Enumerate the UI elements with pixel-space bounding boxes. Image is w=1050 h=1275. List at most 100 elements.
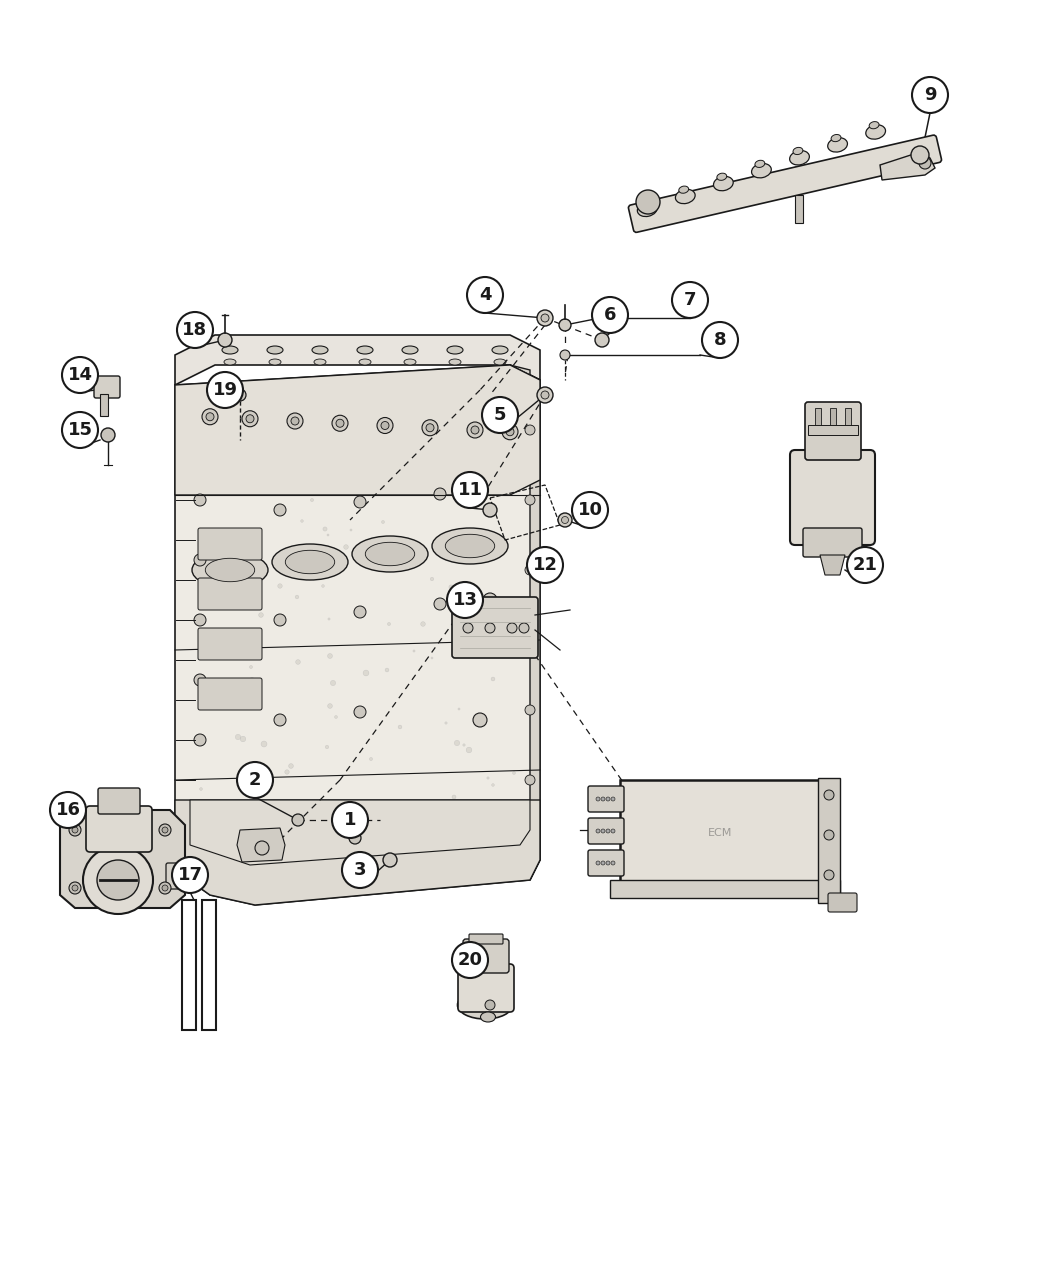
FancyBboxPatch shape: [818, 778, 840, 903]
Circle shape: [159, 882, 171, 894]
FancyBboxPatch shape: [198, 629, 262, 660]
Circle shape: [278, 817, 281, 820]
Circle shape: [439, 482, 445, 488]
Circle shape: [611, 861, 615, 864]
Text: ECM: ECM: [708, 827, 732, 838]
Circle shape: [472, 713, 487, 727]
Circle shape: [462, 829, 464, 831]
Circle shape: [311, 499, 314, 501]
Circle shape: [445, 722, 447, 724]
FancyBboxPatch shape: [805, 402, 861, 460]
Circle shape: [237, 553, 243, 558]
FancyBboxPatch shape: [795, 195, 803, 223]
Ellipse shape: [717, 173, 727, 180]
Circle shape: [377, 417, 393, 434]
Circle shape: [194, 615, 206, 626]
Circle shape: [398, 725, 402, 729]
Circle shape: [274, 615, 286, 626]
Text: 21: 21: [853, 556, 878, 574]
Circle shape: [465, 839, 467, 842]
Circle shape: [383, 853, 397, 867]
Ellipse shape: [637, 203, 657, 217]
Circle shape: [50, 792, 86, 827]
Circle shape: [482, 397, 518, 434]
Circle shape: [505, 815, 509, 817]
Text: 15: 15: [67, 421, 92, 439]
Text: 3: 3: [354, 861, 366, 878]
Ellipse shape: [790, 150, 810, 164]
Circle shape: [601, 797, 605, 801]
Polygon shape: [808, 425, 858, 435]
Circle shape: [323, 527, 327, 532]
Circle shape: [261, 741, 267, 747]
Circle shape: [252, 641, 256, 645]
Circle shape: [611, 829, 615, 833]
Ellipse shape: [352, 536, 428, 572]
Circle shape: [481, 844, 483, 847]
Circle shape: [483, 504, 497, 516]
Text: 8: 8: [714, 332, 727, 349]
Circle shape: [295, 595, 299, 599]
Circle shape: [601, 861, 605, 864]
Circle shape: [101, 428, 116, 442]
Text: 5: 5: [494, 405, 506, 425]
FancyBboxPatch shape: [610, 880, 840, 898]
Circle shape: [463, 743, 465, 746]
Circle shape: [560, 351, 570, 360]
Circle shape: [824, 870, 834, 880]
Ellipse shape: [675, 189, 695, 204]
Circle shape: [601, 829, 605, 833]
FancyBboxPatch shape: [830, 408, 836, 426]
Circle shape: [485, 623, 495, 632]
FancyBboxPatch shape: [620, 780, 825, 885]
Circle shape: [537, 310, 553, 326]
Circle shape: [300, 520, 303, 523]
Circle shape: [387, 622, 391, 626]
Circle shape: [348, 811, 353, 817]
Polygon shape: [175, 365, 540, 905]
Circle shape: [258, 613, 264, 617]
Circle shape: [919, 157, 931, 170]
Circle shape: [419, 803, 423, 808]
Circle shape: [427, 437, 433, 442]
Ellipse shape: [272, 544, 348, 580]
Circle shape: [413, 650, 415, 652]
Ellipse shape: [866, 125, 885, 139]
Circle shape: [422, 419, 438, 436]
Circle shape: [596, 829, 600, 833]
Polygon shape: [175, 365, 540, 495]
Circle shape: [230, 445, 234, 449]
Circle shape: [328, 618, 330, 620]
Circle shape: [296, 659, 300, 664]
Circle shape: [162, 827, 168, 833]
Circle shape: [332, 416, 348, 431]
FancyBboxPatch shape: [98, 788, 140, 813]
Ellipse shape: [755, 161, 764, 167]
Circle shape: [332, 802, 368, 838]
Circle shape: [562, 516, 568, 524]
Circle shape: [452, 942, 488, 978]
Ellipse shape: [224, 360, 236, 365]
Ellipse shape: [827, 138, 847, 152]
Circle shape: [69, 882, 81, 894]
Ellipse shape: [793, 148, 803, 154]
Text: 16: 16: [56, 801, 81, 819]
Circle shape: [458, 708, 460, 710]
Circle shape: [595, 333, 609, 347]
Circle shape: [235, 734, 240, 740]
Ellipse shape: [449, 360, 461, 365]
Circle shape: [606, 861, 610, 864]
FancyBboxPatch shape: [86, 806, 152, 852]
Circle shape: [911, 147, 929, 164]
Circle shape: [506, 427, 514, 436]
Circle shape: [375, 459, 381, 465]
Circle shape: [354, 606, 366, 618]
Ellipse shape: [206, 558, 255, 581]
Ellipse shape: [314, 360, 326, 365]
Circle shape: [487, 776, 489, 779]
Circle shape: [434, 598, 446, 609]
Circle shape: [483, 593, 497, 607]
Circle shape: [335, 715, 337, 718]
Ellipse shape: [831, 134, 841, 142]
Text: 14: 14: [67, 366, 92, 384]
